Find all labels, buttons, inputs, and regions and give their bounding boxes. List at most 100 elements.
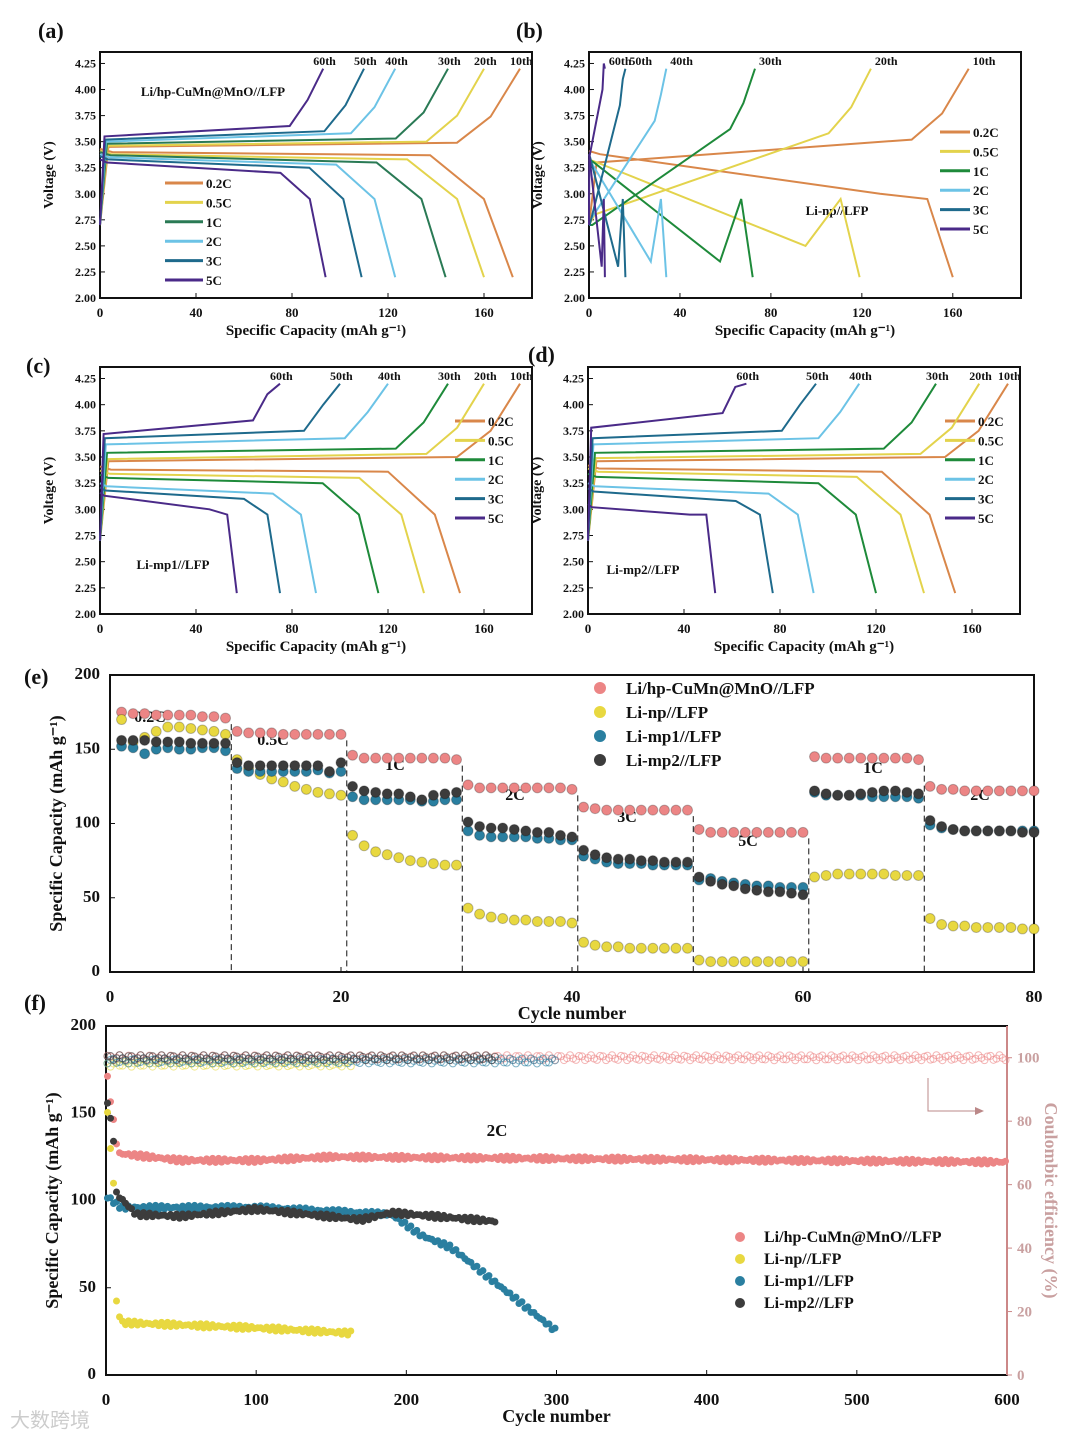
data-point (231, 725, 243, 737)
y-axis-title: Voltage (V) (530, 456, 545, 524)
data-point (347, 829, 359, 841)
data-point (566, 783, 578, 795)
legend-label: 0.5C (488, 433, 514, 448)
ce-point (103, 1052, 112, 1061)
ce-point (370, 1055, 379, 1064)
legend-label: Li-mp1//LFP (764, 1273, 854, 1290)
ce-point (884, 1055, 893, 1064)
data-point (855, 788, 867, 800)
data-point (901, 786, 913, 798)
sample-label: Li-mp1//LFP (137, 557, 210, 572)
data-point (635, 804, 647, 816)
ce-point (758, 1055, 767, 1064)
y-tick-label: 2.00 (564, 291, 585, 305)
cycle-label: 40th (385, 54, 408, 68)
data-point (173, 721, 185, 733)
y-tick-label: 2.50 (564, 239, 585, 253)
cycle-label: 60th (736, 369, 759, 383)
legend-label: 3C (978, 492, 994, 507)
data-point (866, 868, 878, 880)
data-point (670, 856, 682, 868)
data-point (347, 791, 359, 803)
capacity-point (545, 1320, 553, 1328)
y-tick-label: 3.25 (564, 161, 585, 175)
data-point (705, 826, 717, 838)
plot-frame (99, 366, 533, 615)
charge-curve-5C (99, 382, 281, 541)
data-point (797, 889, 809, 901)
data-point (173, 709, 185, 721)
data-point (566, 831, 578, 843)
data-point (150, 725, 162, 737)
legend-label: Li/hp-CuMn@MnO//LFP (626, 679, 815, 698)
charge-curve-5C (588, 63, 606, 226)
data-point (508, 914, 520, 926)
sample-label: Li-np//LFP (806, 203, 869, 218)
data-point (381, 752, 393, 764)
legend-label: 0.5C (978, 433, 1004, 448)
data-point (1005, 825, 1017, 837)
data-point (289, 780, 301, 792)
charge-curve-0.2C (588, 68, 970, 226)
x-tick-label: 160 (943, 305, 963, 320)
data-point (716, 826, 728, 838)
discharge-curve-5C (588, 154, 606, 278)
y-tick-label: 2.00 (563, 607, 584, 621)
x-axis-title: Cycle number (518, 1003, 626, 1023)
voltage-profile-panel-b: 0 40 80 120 160 2.00 2.25 2.50 2.75 3.00 3.25 3.50 3… (516, 18, 1022, 339)
data-point (728, 826, 740, 838)
data-point (901, 869, 913, 881)
data-point (982, 825, 994, 837)
ce-point (638, 1051, 647, 1060)
legend-marker (594, 730, 606, 742)
data-point (855, 868, 867, 880)
data-point (936, 783, 948, 795)
ce-point (716, 1055, 725, 1064)
legend-label: Li-mp2//LFP (764, 1295, 854, 1312)
data-point (785, 956, 797, 968)
data-point (878, 785, 890, 797)
data-point (462, 816, 474, 828)
data-point (508, 823, 520, 835)
data-point (554, 782, 566, 794)
capacity-point (518, 1298, 526, 1306)
x-tick-label: 80 (286, 305, 299, 320)
data-point (266, 760, 278, 772)
cycle-label: 10th (510, 54, 533, 68)
charge-curve-2C (99, 383, 389, 541)
capacity-point (1001, 1157, 1009, 1165)
data-point (751, 956, 763, 968)
legend-label: 0.2C (978, 414, 1004, 429)
ce-point (499, 1058, 508, 1067)
data-point (832, 789, 844, 801)
y-tick-label: 0 (92, 961, 101, 980)
y-tick-label: 100 (71, 1190, 97, 1209)
x-tick-label: 0 (97, 305, 104, 320)
y-tick-label: 4.00 (563, 398, 584, 412)
data-point (335, 757, 347, 769)
ce-point (349, 1055, 358, 1064)
data-point (404, 791, 416, 803)
y-tick-label: 2.75 (75, 213, 96, 227)
data-point (982, 921, 994, 933)
y-tick-label: 3.00 (563, 502, 584, 516)
data-point (196, 724, 208, 736)
data-point (323, 788, 335, 800)
capacity-point (512, 1293, 520, 1301)
data-point (116, 734, 128, 746)
data-point (358, 840, 370, 852)
y-tick-label: 3.50 (75, 135, 96, 149)
data-point (693, 871, 705, 883)
data-point (889, 869, 901, 881)
y-tick-label: 2.50 (75, 555, 96, 569)
data-point (335, 728, 347, 740)
data-point (312, 786, 324, 798)
legend-label: Li-mp2//LFP (626, 751, 721, 770)
ce-point (124, 1052, 133, 1061)
capacity-point (446, 1241, 454, 1249)
ce-point (737, 1055, 746, 1064)
data-point (543, 826, 555, 838)
data-point (843, 789, 855, 801)
legend-label: Li-np//LFP (764, 1251, 842, 1268)
capacity-point (107, 1194, 115, 1202)
